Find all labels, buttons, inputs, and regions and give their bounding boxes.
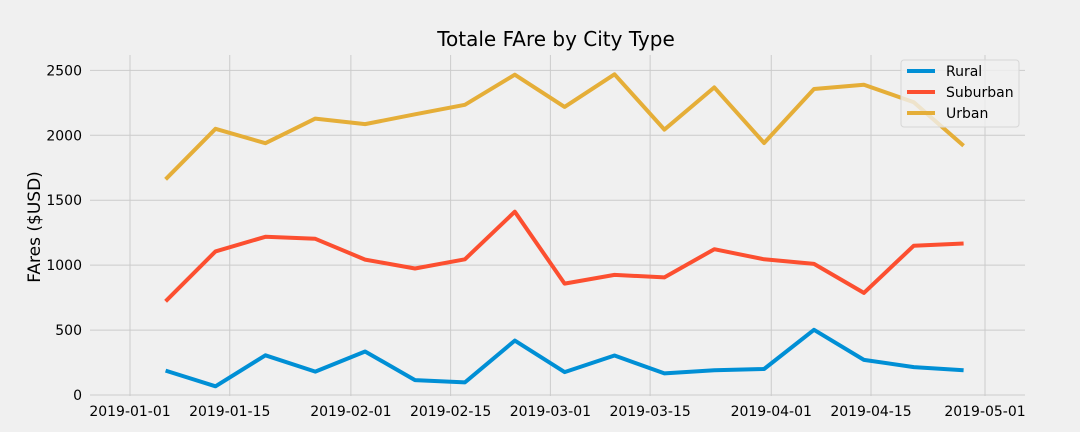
- grid-lines: [90, 55, 1025, 396]
- x-tick-label: 2019-03-15: [609, 404, 690, 420]
- series-line-rural: [164, 327, 964, 389]
- series-line-urban: [164, 72, 965, 181]
- x-axis-ticks: 2019-01-01 2019-01-15 2019-02-01 2019-02-15…: [89, 404, 1025, 420]
- x-tick-label: 2019-02-01: [310, 404, 391, 420]
- y-tick-label: 1000: [46, 258, 82, 274]
- x-tick-label: 2019-04-01: [731, 404, 812, 420]
- legend: Rural Suburban Urban: [900, 59, 1020, 128]
- y-axis-label: FAres ($USD): [25, 171, 45, 283]
- series-lines: [164, 72, 965, 389]
- legend-label: Rural: [946, 64, 982, 80]
- x-tick-label: 2019-01-01: [89, 404, 170, 420]
- legend-box: [900, 59, 1020, 128]
- y-tick-label: 500: [55, 323, 82, 339]
- chart-title: Totale FAre by City Type: [436, 27, 675, 51]
- y-axis-ticks: 0 500 1000 1500 2000 2500: [46, 63, 82, 404]
- x-tick-label: 2019-02-15: [410, 404, 491, 420]
- plot-area: [90, 55, 1025, 396]
- series-line-suburban: [164, 209, 964, 303]
- x-tick-label: 2019-04-15: [830, 404, 911, 420]
- legend-label: Urban: [946, 106, 988, 122]
- y-tick-label: 2500: [46, 63, 82, 79]
- y-tick-label: 1500: [46, 193, 82, 209]
- x-tick-label: 2019-03-01: [510, 404, 591, 420]
- y-tick-label: 0: [73, 388, 82, 404]
- x-tick-label: 2019-05-01: [944, 404, 1025, 420]
- legend-label: Suburban: [946, 85, 1014, 101]
- x-tick-label: 2019-01-15: [189, 404, 270, 420]
- y-tick-label: 2000: [46, 128, 82, 144]
